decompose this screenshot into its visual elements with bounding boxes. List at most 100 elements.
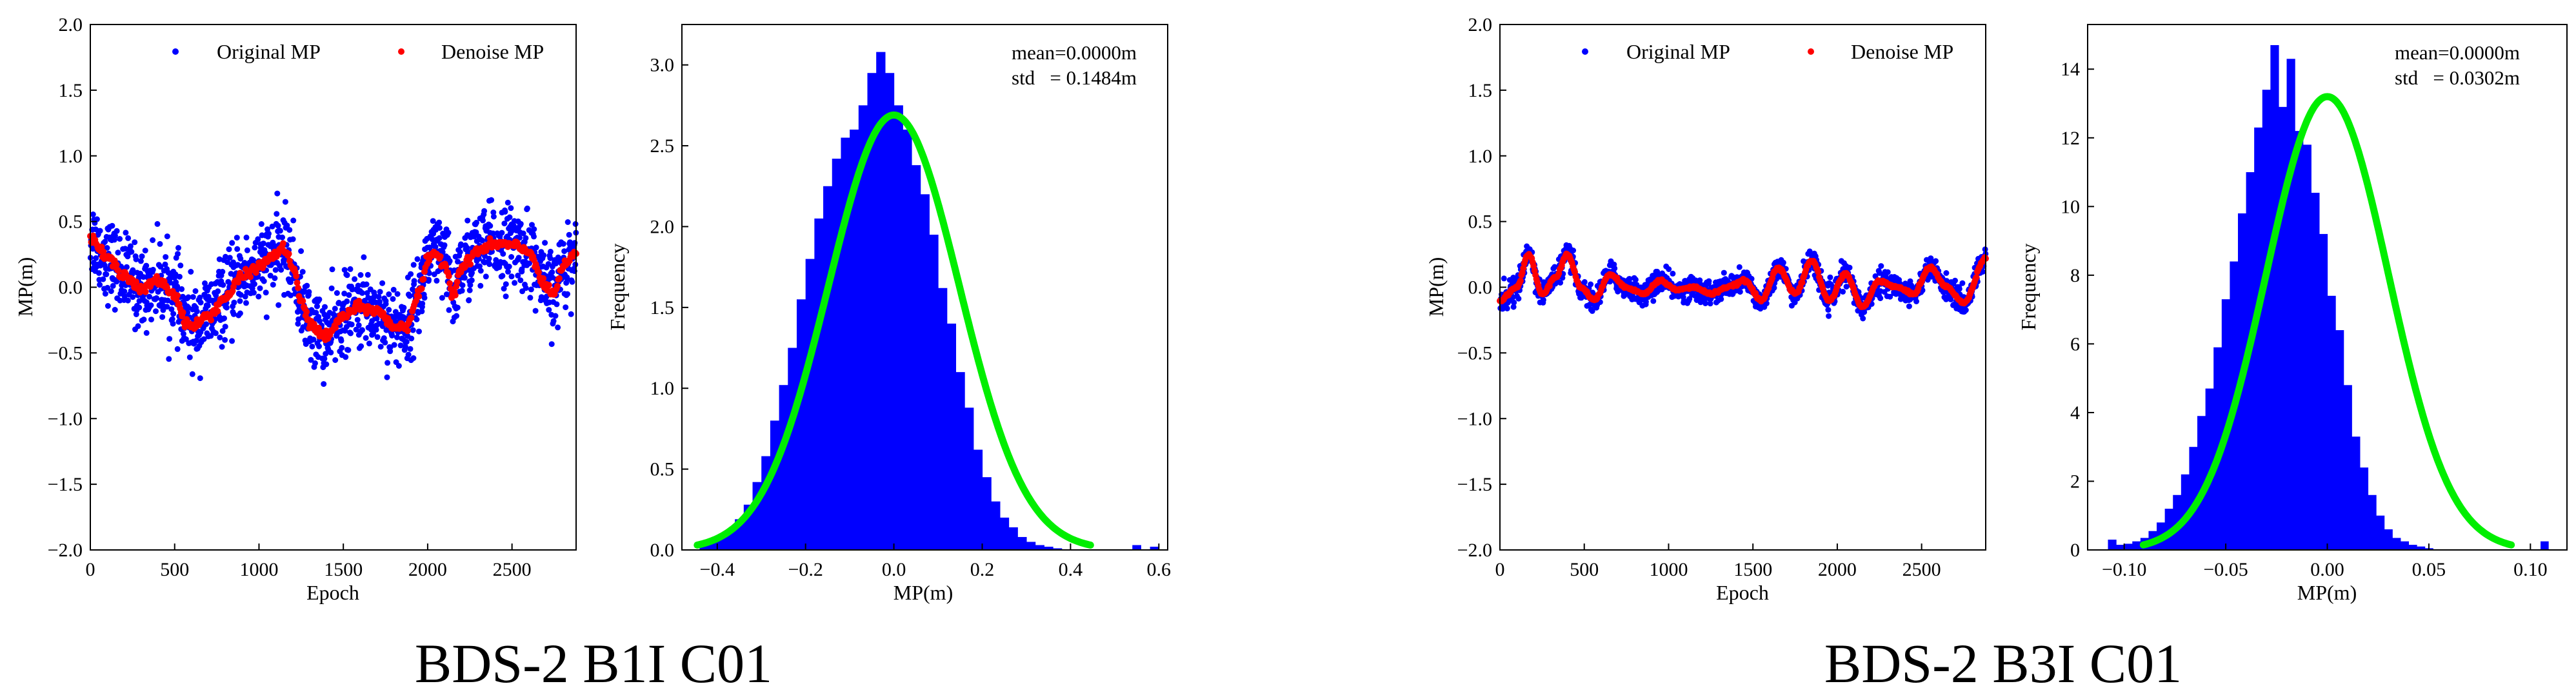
original-mp-point (353, 326, 359, 333)
original-mp-point (1721, 269, 1727, 276)
original-mp-point (194, 308, 200, 315)
original-mp-point (373, 326, 379, 333)
original-mp-point (212, 330, 219, 337)
histogram-bar (2311, 193, 2320, 550)
b3i-hist-ytick-label: 0 (2070, 540, 2080, 561)
original-mp-point (419, 308, 425, 315)
histogram-bar (2270, 44, 2279, 550)
original-mp-point (395, 363, 402, 369)
original-mp-point (321, 381, 327, 387)
original-mp-point (179, 286, 185, 292)
b3i-hist-ytick-label: 2 (2070, 471, 2080, 492)
b1i-legend-original-label: Original MP (217, 40, 321, 63)
histogram-bar (2327, 295, 2336, 550)
original-mp-point (1840, 288, 1846, 295)
original-mp-point (312, 360, 318, 366)
denoise-mp-point (310, 320, 317, 328)
original-mp-point (219, 269, 226, 275)
original-mp-point (515, 255, 522, 261)
original-mp-point (133, 311, 139, 317)
original-mp-point (220, 282, 226, 288)
original-mp-point (332, 306, 338, 312)
original-mp-point (286, 227, 293, 233)
b1i-scatter-xtick-label: 1000 (239, 559, 278, 580)
original-mp-point (306, 289, 312, 295)
original-mp-point (109, 222, 115, 229)
original-mp-point (258, 221, 265, 227)
original-mp-point (140, 274, 146, 280)
b1i-scatter-ylabel: MP(m) (14, 257, 37, 317)
original-mp-point (237, 291, 244, 298)
original-mp-point (114, 228, 120, 234)
original-mp-point (105, 284, 111, 291)
original-mp-point (464, 217, 471, 224)
original-mp-point (468, 277, 475, 284)
original-mp-point (266, 230, 272, 237)
original-mp-point (347, 266, 354, 272)
b1i-legend-denoise-marker (398, 48, 404, 55)
original-mp-point (379, 280, 386, 286)
b3i-scatter-ytick-label: 0.5 (1468, 211, 1493, 233)
original-mp-point (272, 275, 278, 281)
b1i-scatter-ytick-label: 0.0 (59, 277, 83, 299)
b3i-scatter-xtick-label: 1500 (1733, 559, 1772, 580)
original-mp-point (334, 290, 340, 296)
denoise-mp-point (214, 308, 221, 315)
histogram-bar (938, 288, 948, 550)
b3i-histogram-bars (2108, 44, 2549, 551)
original-mp-point (197, 295, 203, 300)
denoise-mp-point (299, 297, 306, 304)
histogram-bar (955, 372, 965, 550)
original-mp-point (508, 205, 514, 211)
original-mp-point (288, 292, 294, 299)
original-mp-point (103, 271, 110, 277)
original-mp-point (414, 256, 421, 262)
original-mp-point (313, 309, 319, 316)
original-mp-point (90, 246, 96, 252)
original-mp-point (357, 272, 364, 278)
original-mp-point (467, 282, 474, 288)
original-mp-point (123, 230, 129, 236)
original-mp-point (503, 281, 509, 288)
original-mp-point (366, 340, 372, 347)
histogram-bar (946, 323, 957, 550)
histogram-bar (2286, 59, 2295, 550)
original-mp-point (136, 298, 143, 304)
original-mp-point (257, 285, 263, 291)
b3i-scatter-ytick-label: 1.5 (1468, 80, 1493, 101)
original-mp-point (123, 264, 130, 270)
original-mp-point (153, 308, 159, 315)
original-mp-point (234, 235, 240, 241)
original-mp-point (510, 222, 517, 229)
original-mp-point (154, 295, 160, 301)
original-mp-point (459, 282, 466, 288)
original-mp-point (1952, 277, 1958, 284)
original-mp-point (260, 240, 266, 247)
original-mp-point (458, 241, 464, 248)
original-mp-point (1943, 270, 1950, 276)
denoise-mp-point (133, 279, 140, 285)
original-mp-point (322, 304, 328, 310)
original-mp-point (185, 309, 191, 316)
b3i-histogram-ticks: −0.10 −0.05 0.00 0.05 0.10 0 2 4 6 8 10 12 14 (2061, 59, 2548, 580)
b3i-scatter-xlabel: Epoch (1716, 581, 1769, 604)
b1i-hist-ytick-label: 3.0 (650, 55, 675, 76)
original-mp-point (223, 253, 228, 260)
b1i-scatter-xtick-label: 2500 (493, 559, 532, 580)
b3i-mean-text: mean=0.0000m (2395, 41, 2520, 64)
histogram-bar (929, 235, 939, 550)
original-mp-point (561, 248, 568, 255)
denoise-mp-point (437, 253, 444, 260)
histogram-bar (2189, 447, 2198, 550)
original-mp-point (316, 296, 323, 302)
original-mp-point (1570, 248, 1577, 253)
histogram-bar (903, 130, 912, 550)
original-mp-point (542, 240, 548, 246)
original-mp-point (364, 290, 370, 296)
original-mp-point (405, 351, 412, 358)
original-mp-point (506, 264, 512, 269)
denoise-mp-point (555, 275, 563, 282)
original-mp-point (226, 255, 233, 261)
original-mp-point (97, 228, 103, 234)
